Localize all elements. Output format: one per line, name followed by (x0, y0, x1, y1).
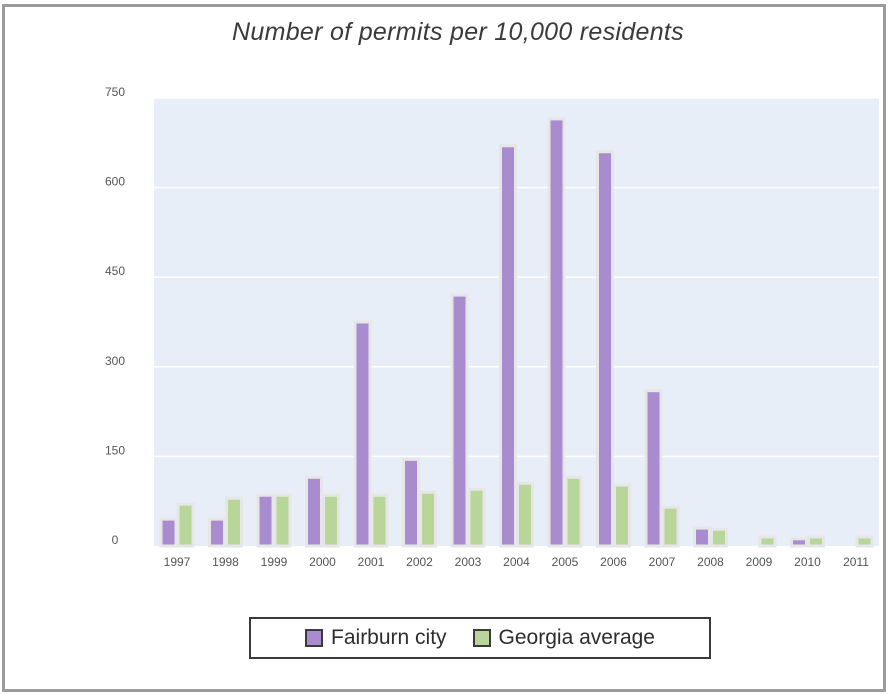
legend-swatch-series-0 (305, 629, 324, 647)
x-tick-label-2002: 2002 (406, 555, 433, 569)
x-tick-label-2001: 2001 (358, 555, 385, 569)
bar-series-1-2003 (467, 487, 486, 548)
x-tick-label-2006: 2006 (600, 555, 627, 569)
x-axis-ticks: 1997 1998 1999 2000 2001 2002 2003 2004 2005 2006… (164, 555, 870, 569)
bar-series-1-1998 (225, 496, 243, 548)
bar-series-0-2002 (402, 457, 420, 548)
x-tick-label-1999: 1999 (261, 555, 288, 569)
bar-series-0-2004 (499, 144, 517, 548)
bar-series-1-2011 (855, 535, 874, 548)
bar-series-1-2009 (758, 535, 777, 548)
bar-series-1-1997 (176, 502, 195, 548)
y-tick-label-4: 600 (105, 175, 125, 189)
x-tick-label-1998: 1998 (212, 555, 239, 569)
bar-series-1-2000 (322, 493, 340, 548)
legend-swatch-series-1 (472, 629, 491, 647)
bars (159, 117, 874, 548)
bar-series-1-2004 (516, 481, 534, 548)
bar-series-0-2010 (790, 537, 808, 548)
x-tick-label-2004: 2004 (503, 555, 530, 569)
bar-series-0-2005 (547, 117, 566, 548)
bar-series-1-2001 (370, 493, 389, 548)
bar-series-1-2010 (807, 535, 825, 548)
x-tick-label-2005: 2005 (552, 555, 579, 569)
bar-series-1-2008 (710, 527, 728, 548)
y-tick-label-5: 750 (105, 85, 125, 99)
bar-series-0-1998 (208, 517, 226, 548)
x-tick-label-2011: 2011 (843, 555, 869, 569)
y-axis-ticks: 0 150 300 450 600 750 (105, 85, 125, 547)
x-tick-label-2003: 2003 (455, 555, 482, 569)
bar-series-0-2006 (596, 150, 614, 548)
y-tick-label-1: 150 (105, 443, 125, 457)
x-tick-label-2000: 2000 (309, 555, 336, 569)
bar-series-0-2003 (450, 293, 469, 548)
chart-title: Number of permits per 10,000 residents (232, 18, 684, 46)
legend-item-series-0: Fairburn city (305, 626, 447, 650)
y-tick-label-3: 450 (105, 264, 125, 278)
legend: Fairburn city Georgia average (249, 617, 711, 659)
bar-series-0-2000 (305, 475, 323, 548)
bar-series-1-2006 (613, 483, 631, 548)
bar-series-1-2002 (419, 490, 437, 548)
x-tick-label-2009: 2009 (746, 555, 773, 569)
bar-series-0-2001 (353, 320, 372, 548)
bar-series-0-1999 (256, 493, 275, 548)
bar-series-1-2005 (564, 475, 583, 548)
bar-series-0-2008 (693, 526, 711, 548)
bar-series-1-2007 (661, 505, 680, 548)
bar-series-0-2007 (644, 389, 663, 548)
x-tick-label-2010: 2010 (794, 555, 821, 569)
y-tick-label-0: 0 (112, 533, 119, 547)
legend-label-series-1: Georgia average (498, 626, 655, 649)
legend-label-series-0: Fairburn city (331, 626, 447, 649)
legend-item-series-1: Georgia average (472, 626, 655, 650)
x-tick-label-2007: 2007 (649, 555, 676, 569)
bar-series-1-1999 (273, 493, 292, 548)
y-tick-label-2: 300 (105, 354, 125, 368)
x-tick-label-2008: 2008 (697, 555, 724, 569)
bar-series-0-1997 (159, 517, 178, 548)
x-tick-label-1997: 1997 (164, 555, 191, 569)
